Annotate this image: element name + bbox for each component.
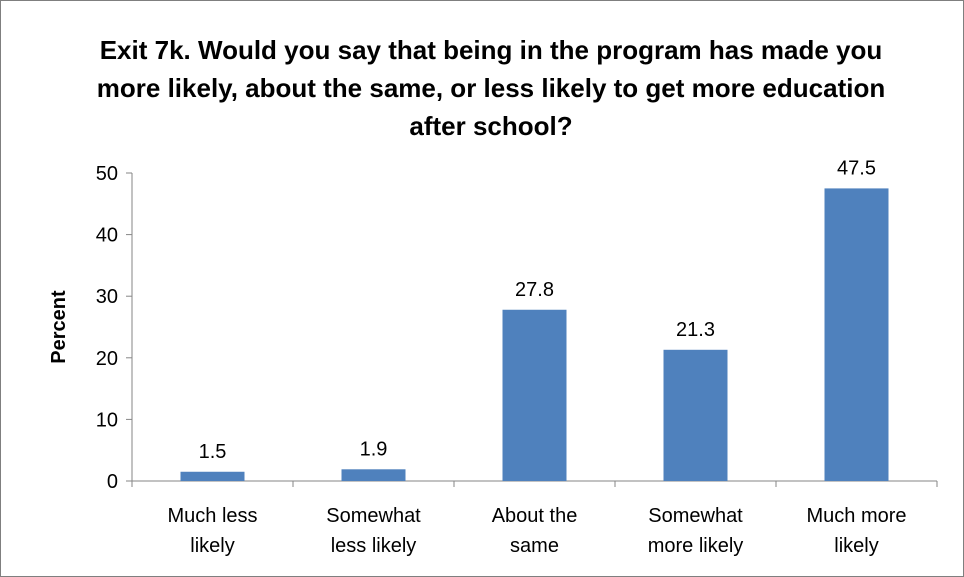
x-tick-label-line: more likely [648,535,744,557]
x-tick-label-line: less likely [331,535,417,557]
x-tick-label-line: same [510,535,559,557]
y-tick-label: 40 [96,225,118,247]
x-tick-label: Much more likely [806,505,906,557]
chart-title: Exit 7k. Would you say that being in the… [96,35,886,141]
bar [341,469,406,481]
bars [180,188,889,481]
data-label: 27.8 [515,279,554,301]
y-tick-label: 30 [96,286,118,308]
labels: Percent 1.5 Much less likely 1.9 Somewhat less… [48,157,907,557]
axes: 0 10 20 30 40 50 [96,163,938,493]
data-label: 1.9 [360,438,388,460]
y-tick-label: 20 [96,348,118,370]
x-tick-label-line: About the [492,505,578,527]
x-tick-label-line: likely [190,535,234,557]
bar [663,349,728,481]
x-tick-label-line: likely [834,535,878,557]
x-tick-label-line: Much less [167,505,257,527]
y-tick-label: 50 [96,163,118,185]
bar [824,188,889,481]
x-tick-label-line: Much more [806,505,906,527]
data-label: 21.3 [676,319,715,341]
y-tick-label: 10 [96,409,118,431]
y-tick-label: 0 [107,471,118,493]
data-label: 47.5 [837,157,876,179]
x-tick-label: Somewhat more likely [648,505,744,557]
x-tick-label: About the same [492,505,578,557]
x-tick-label-line: Somewhat [326,505,421,527]
bar [180,471,245,481]
x-tick-label: Much less likely [167,505,257,557]
data-label: 1.5 [199,441,227,463]
x-tick-label: Somewhat less likely [326,505,421,557]
y-axis-title: Percent [48,290,70,364]
x-tick-label-line: Somewhat [648,505,743,527]
bar [502,309,567,481]
